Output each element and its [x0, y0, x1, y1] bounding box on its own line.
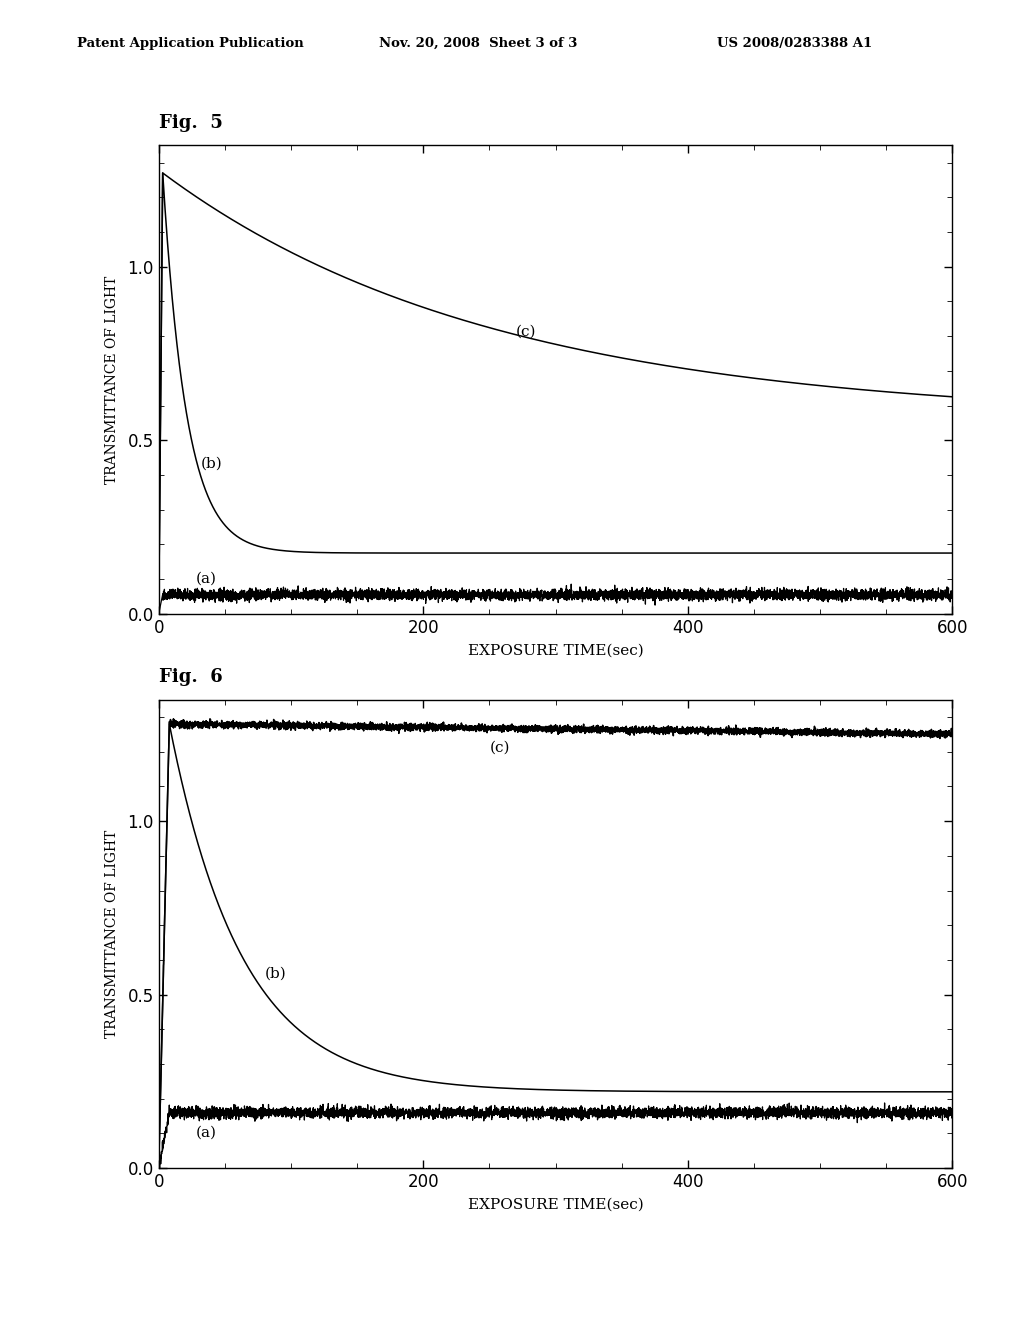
X-axis label: EXPOSURE TIME(sec): EXPOSURE TIME(sec)	[468, 644, 643, 657]
Y-axis label: TRANSMITTANCE OF LIGHT: TRANSMITTANCE OF LIGHT	[105, 276, 119, 483]
Text: (a): (a)	[196, 572, 217, 586]
Text: US 2008/0283388 A1: US 2008/0283388 A1	[717, 37, 872, 50]
Text: (b): (b)	[201, 457, 223, 471]
Text: (b): (b)	[264, 966, 287, 981]
X-axis label: EXPOSURE TIME(sec): EXPOSURE TIME(sec)	[468, 1199, 643, 1212]
Text: Nov. 20, 2008  Sheet 3 of 3: Nov. 20, 2008 Sheet 3 of 3	[379, 37, 578, 50]
Text: (c): (c)	[489, 741, 510, 755]
Text: Fig.  6: Fig. 6	[159, 668, 222, 686]
Text: Fig.  5: Fig. 5	[159, 114, 222, 132]
Y-axis label: TRANSMITTANCE OF LIGHT: TRANSMITTANCE OF LIGHT	[105, 830, 119, 1038]
Text: Patent Application Publication: Patent Application Publication	[77, 37, 303, 50]
Text: (a): (a)	[196, 1126, 217, 1140]
Text: (c): (c)	[516, 325, 537, 339]
